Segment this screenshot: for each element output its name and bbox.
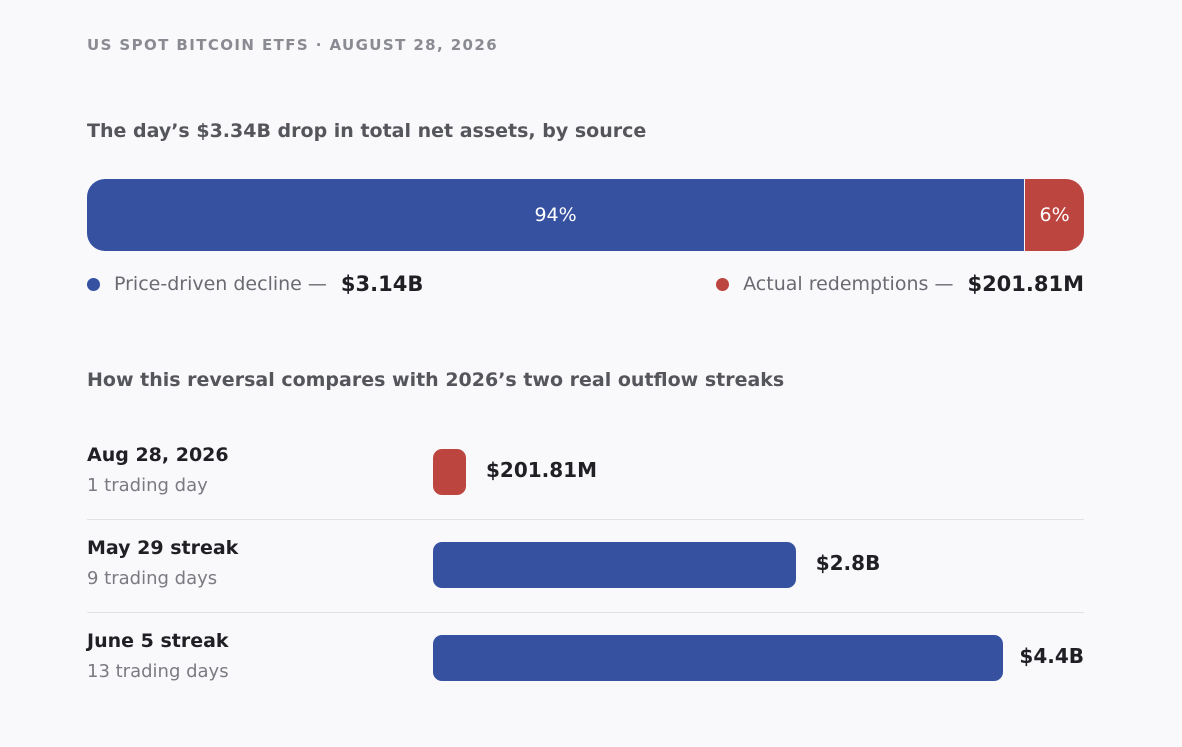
segment-redemptions-percent: 6%: [1039, 204, 1070, 226]
stacked-chart-title: The day’s $3.34B drop in total net asset…: [87, 120, 647, 142]
bar-may29: [433, 542, 796, 588]
segment-price-driven-percent: 94%: [534, 204, 577, 226]
row-sublabel: 1 trading day: [87, 475, 208, 496]
comparison-chart-title: How this reversal compares with 2026’s t…: [87, 369, 785, 391]
kicker: US SPOT BITCOIN ETFS · AUGUST 28, 2026: [87, 36, 499, 54]
legend-price-driven-value: $3.14B: [340, 272, 424, 296]
legend-dot-red: [716, 277, 730, 291]
bar-june5: [433, 635, 1003, 681]
row-label: June 5 streak: [87, 630, 229, 652]
comparison-row-may29: May 29 streak 9 trading days $2.8B: [87, 520, 1084, 613]
comparison-rows: Aug 28, 2026 1 trading day $201.81M May …: [87, 427, 1084, 705]
legend-redemptions-value: $201.81M: [967, 272, 1084, 296]
legend-price-driven: Price-driven decline — $3.14B: [87, 272, 423, 296]
row-sublabel: 13 trading days: [87, 661, 229, 682]
row-label: May 29 streak: [87, 537, 239, 559]
bar-value-may29: $2.8B: [815, 551, 881, 575]
legend-price-driven-label: Price-driven decline —: [114, 273, 327, 295]
bar-value-june5: $4.4B: [1019, 644, 1084, 668]
comparison-row-aug28: Aug 28, 2026 1 trading day $201.81M: [87, 427, 1084, 520]
legend-dot-blue: [87, 277, 100, 291]
comparison-row-june5: June 5 streak 13 trading days $4.4B: [87, 613, 1084, 705]
stacked-bar: 94% 6%: [87, 179, 1084, 251]
bar-value-aug28: $201.81M: [486, 458, 597, 482]
legend-redemptions-label: Actual redemptions —: [743, 273, 954, 295]
row-sublabel: 9 trading days: [87, 568, 218, 589]
legend-redemptions: Actual redemptions — $201.81M: [716, 272, 1084, 296]
bar-aug28: [433, 449, 466, 495]
row-label: Aug 28, 2026: [87, 444, 229, 466]
segment-redemptions: 6%: [1024, 179, 1084, 251]
segment-price-driven: 94%: [87, 179, 1025, 251]
